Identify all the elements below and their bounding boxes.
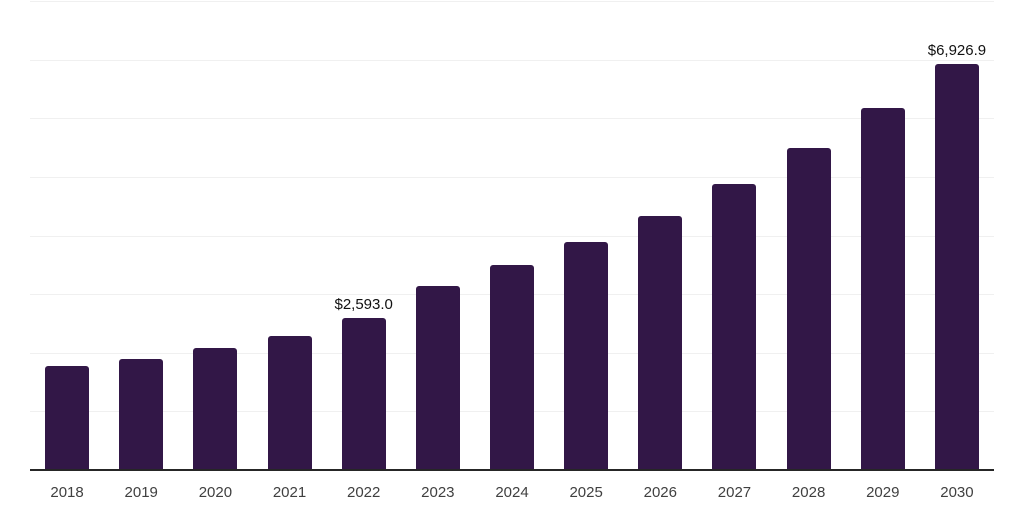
bar-2024 [490, 265, 534, 470]
x-tick-label-2023: 2023 [421, 484, 455, 501]
x-tick-label-2018: 2018 [50, 484, 84, 501]
x-tick-label-2020: 2020 [198, 484, 233, 501]
bar-2026 [638, 215, 683, 470]
x-tick-label-2026: 2026 [643, 484, 677, 501]
bar-2028 [786, 148, 831, 470]
gridline-8000 [30, 1, 994, 2]
gridline-4000 [30, 235, 994, 237]
gridline-7000 [30, 59, 994, 61]
x-tick-label-2028: 2028 [791, 484, 826, 501]
x-tick-label-2030: 2030 [940, 484, 974, 501]
bar-2018 [45, 365, 90, 470]
x-tick-label-2027: 2027 [717, 484, 752, 501]
x-tick-label-2022: 2022 [347, 484, 381, 501]
bar-2025 [564, 241, 609, 470]
bar-2023 [415, 286, 460, 470]
x-tick-label-2021: 2021 [272, 484, 307, 501]
bar-2020 [193, 348, 238, 470]
x-tick-label-2019: 2019 [124, 484, 158, 501]
gridline-6000 [30, 118, 994, 120]
x-tick-label-2024: 2024 [495, 484, 529, 501]
bar-2019 [119, 358, 164, 470]
x-axis-line [30, 469, 994, 471]
bar-2022 [341, 317, 386, 470]
x-tick-label-2025: 2025 [569, 484, 603, 501]
bar-2021 [267, 335, 312, 470]
x-tick-label-2029: 2029 [866, 484, 900, 501]
data-label-2030: $6,926.9 [927, 41, 987, 59]
data-label-2022: $2,593.0 [334, 295, 393, 313]
bar-2030 [934, 63, 979, 470]
gridline-5000 [30, 176, 994, 178]
bar-2029 [860, 108, 905, 470]
bar-2027 [712, 184, 757, 470]
